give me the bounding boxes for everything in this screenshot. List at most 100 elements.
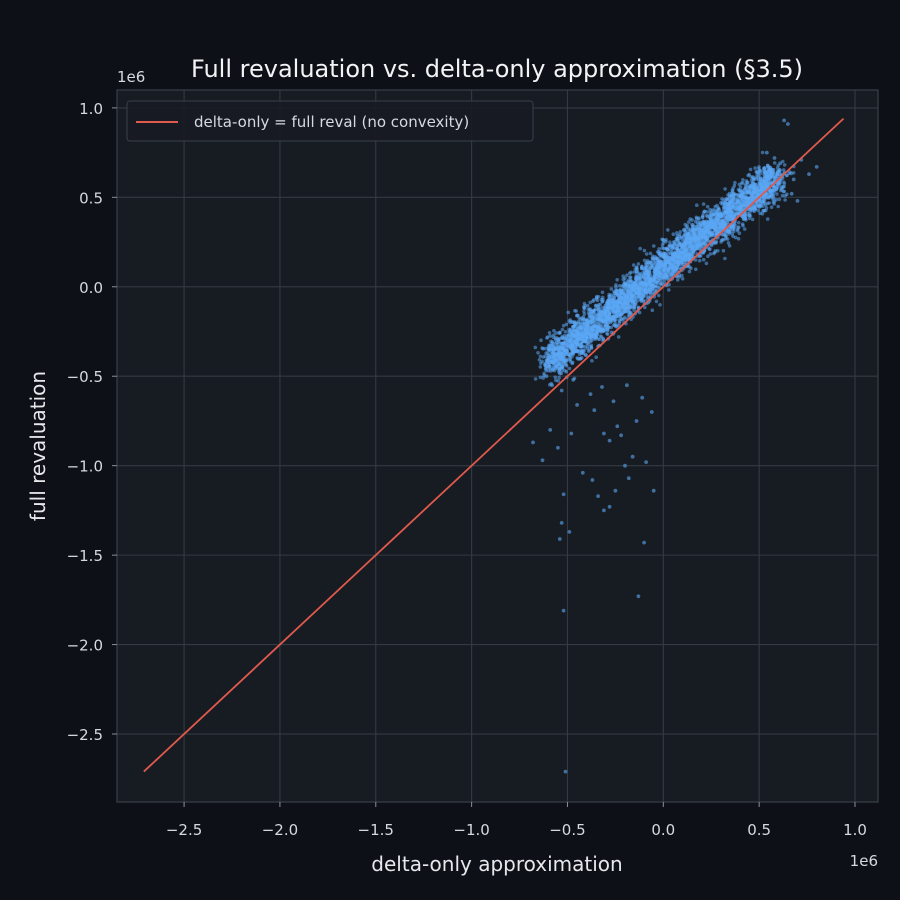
scatter-point [543,362,547,366]
scatter-point [729,225,733,229]
scatter-point [678,230,683,234]
scatter-point [771,188,776,193]
scatter-point [609,325,613,330]
y-tick-label: −2.0 [67,637,103,655]
scatter-point [626,313,631,318]
scatter-point [766,165,771,169]
scatter-point [737,231,742,235]
scatter-point [582,309,586,314]
scatter-point [564,362,568,367]
scatter-point [621,317,626,321]
scatter-point [575,356,579,360]
scatter-point [741,197,745,202]
scatter-point [775,166,780,170]
scatter-point [677,273,682,278]
scatter-point [744,185,748,190]
scatter-point [620,284,624,288]
scatter-point [749,184,753,188]
scatter-point [727,214,732,218]
scatter-point [656,250,661,254]
scatter-point [746,200,750,204]
scatter-point [782,118,786,123]
scatter-point [617,321,622,325]
scatter-point [765,175,769,179]
scatter-point [597,327,601,332]
scatter-point [713,204,717,209]
scatter-point [648,260,653,264]
scatter-point [590,315,595,319]
scatter-point [588,307,593,312]
scatter-point [538,375,543,380]
scatter-point [674,237,679,241]
scatter-point [786,122,790,126]
scatter-point [687,220,691,224]
scatter-point [697,216,701,220]
scatter-point [657,266,661,270]
scatter-point [711,222,715,226]
scatter-point [628,275,632,280]
scatter-point [554,352,558,357]
scatter-point [652,244,656,248]
scatter-point [621,274,625,279]
scatter-point [680,277,685,281]
scatter-point [788,170,792,174]
scatter-point [718,222,723,226]
scatter-point [720,197,724,201]
scatter-point [640,395,645,400]
scatter-point [733,235,738,240]
scatter-point [756,208,760,213]
scatter-point [675,234,679,238]
scatter-point [771,171,775,175]
scatter-point [605,299,610,303]
scatter-point [795,199,800,203]
scatter-point [597,317,602,322]
scatter-point [606,315,611,320]
scatter-point [736,237,741,241]
scatter-point [613,324,618,328]
scatter-point [679,257,683,261]
scatter-point [734,208,738,213]
scatter-point [767,167,772,172]
scatter-point [554,378,558,383]
scatter-point [557,331,561,335]
legend-box [126,100,534,142]
legend-label: delta-only = full reval (no convexity) [194,113,469,131]
scatter-point [614,285,618,289]
scatter-point [626,476,631,481]
scatter-point [632,308,636,313]
scatter-point [547,364,551,368]
y-tick-label: −0.5 [67,368,103,386]
scatter-point [531,440,535,445]
scatter-point [564,322,569,327]
scatter-point [630,454,635,459]
scatter-point [536,351,540,355]
scatter-point [533,345,538,350]
scatter-point [667,288,671,292]
scatter-point [642,258,647,263]
scatter-point [556,341,561,345]
scatter-point [666,251,671,256]
scatter-point [741,181,745,185]
scatter-point [713,250,717,255]
scatter-point [590,478,595,482]
x-tick-label: −2.0 [262,821,298,839]
scatter-point [714,241,718,245]
scatter-point [727,202,732,207]
scatter-point [765,201,770,206]
scatter-point [733,212,737,217]
scatter-point [608,306,612,310]
scatter-point [652,275,657,280]
scatter-point [669,274,673,278]
scatter-point [791,177,796,182]
scatter-point [566,310,570,315]
scatter-point [668,240,672,244]
scatter-point [613,488,618,493]
scatter-point [661,264,666,269]
scatter-point [738,197,742,201]
scatter-point [750,198,755,202]
scatter-point [559,371,564,376]
scatter-point [708,207,712,212]
scatter-point [602,508,606,513]
scatter-point [656,293,661,298]
scatter-point [762,208,767,213]
